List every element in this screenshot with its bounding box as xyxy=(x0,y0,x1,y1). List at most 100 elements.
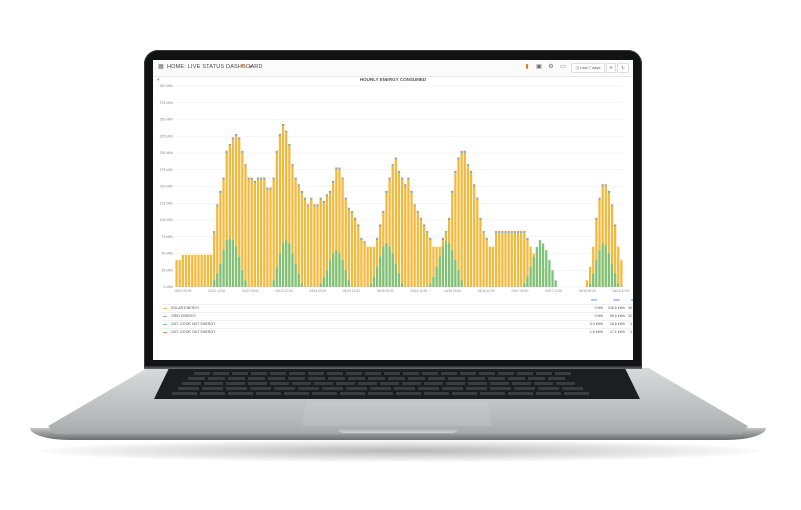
refresh-icon[interactable]: ↻ xyxy=(617,63,629,73)
solar-bar xyxy=(413,206,416,287)
x-tick-label: 04/13 00:00 xyxy=(242,289,259,293)
solar-bar xyxy=(607,193,611,287)
solar-bar xyxy=(476,199,479,287)
outdoor-not-bar xyxy=(266,188,269,190)
outdoor-out-bar xyxy=(241,150,244,152)
outdoor-out-bar xyxy=(397,170,401,172)
outdoor-out-bar xyxy=(310,197,313,199)
outdoor-not-bar xyxy=(595,218,598,220)
zoom-out-icon[interactable]: ⊖ xyxy=(606,63,616,73)
outdoor-not-bar xyxy=(510,232,513,234)
outdoor-out-bar xyxy=(332,180,335,182)
keyboard-key xyxy=(308,377,325,380)
outdoor-out-bar xyxy=(526,237,529,239)
grid-bar xyxy=(294,263,297,287)
solar-bar xyxy=(369,246,372,287)
keyboard-key xyxy=(442,387,463,390)
keyboard-key xyxy=(346,372,362,375)
keyboard-key xyxy=(370,387,391,390)
solar-bar xyxy=(225,153,228,287)
settings-icon[interactable]: ⚙ xyxy=(548,64,554,70)
outdoor-not-bar xyxy=(294,178,297,180)
trackpad[interactable] xyxy=(302,402,492,426)
outdoor-not-bar xyxy=(272,178,275,180)
solar-bar xyxy=(432,246,435,287)
save-icon[interactable]: ▣ xyxy=(536,64,542,70)
outdoor-not-bar xyxy=(507,232,510,234)
solar-bar xyxy=(338,169,341,287)
outdoor-not-bar xyxy=(297,185,300,187)
outdoor-not-bar xyxy=(404,185,407,187)
keyboard-key xyxy=(528,377,545,380)
y-tick-label: 250 kWh xyxy=(160,118,173,122)
solar-bar xyxy=(175,260,178,287)
outdoor-not-bar xyxy=(520,232,523,234)
grid-bar xyxy=(369,283,372,287)
grid-bar xyxy=(529,266,532,287)
legend-header-max[interactable]: max xyxy=(613,298,620,302)
outdoor-not-bar xyxy=(357,225,360,227)
legend-row[interactable]: OUT. DOOR NOT ENERGY 0.4 kWh 16.8 kWh 3.2 k… xyxy=(161,320,633,328)
time-range-picker[interactable]: ◷ Last 7 days xyxy=(571,63,605,73)
keyboard-key xyxy=(270,372,286,375)
outdoor-not-bar xyxy=(332,181,335,184)
keyboard-key xyxy=(536,392,561,395)
dashboard-title[interactable]: HOME: LIVE STATUS DASHBOARD xyxy=(167,64,263,70)
solar-bar xyxy=(241,153,244,287)
solar-bar xyxy=(319,199,322,287)
grid-icon[interactable]: ▦ xyxy=(158,64,164,70)
outdoor-out-bar xyxy=(313,204,316,206)
solar-bar xyxy=(269,189,272,287)
solar-bar xyxy=(244,166,247,287)
outdoor-not-bar xyxy=(328,192,332,194)
solar-bar xyxy=(610,206,614,287)
laptop-hinge xyxy=(144,366,642,369)
solar-bar xyxy=(388,179,391,287)
outdoor-not-bar xyxy=(344,198,347,200)
solar-bar xyxy=(394,159,397,287)
grid-bar xyxy=(588,283,592,287)
keyboard-key xyxy=(424,382,443,385)
share-icon[interactable]: ◂ xyxy=(248,64,252,70)
legend-header-avg[interactable]: avg xyxy=(631,298,633,302)
outdoor-out-bar xyxy=(523,231,526,233)
outdoor-out-bar xyxy=(410,191,413,192)
outdoor-out-bar xyxy=(407,177,410,179)
outdoor-out-bar xyxy=(460,150,463,152)
tv-icon[interactable]: ▭ xyxy=(560,64,566,70)
keyboard-key xyxy=(289,372,305,375)
outdoor-out-bar xyxy=(394,157,397,159)
grid-bar xyxy=(432,276,435,287)
outdoor-not-bar xyxy=(225,151,228,153)
solar-bar xyxy=(222,179,225,287)
outdoor-not-bar xyxy=(341,178,344,180)
outdoor-out-bar xyxy=(379,224,382,226)
solar-bar xyxy=(250,179,253,287)
grid-bar xyxy=(523,283,526,287)
outdoor-out-bar xyxy=(419,217,423,219)
outdoor-not-bar xyxy=(278,135,282,137)
keyboard-key xyxy=(384,372,400,375)
outdoor-not-bar xyxy=(394,158,397,160)
outdoor-not-bar xyxy=(307,205,310,207)
solar-bar xyxy=(466,166,470,287)
collapse-icon[interactable]: ▾ xyxy=(157,77,160,83)
outdoor-out-bar xyxy=(213,231,216,233)
x-tick-label: 04/17 12:00 xyxy=(545,289,562,293)
grid-bar xyxy=(438,256,441,287)
outdoor-not-bar xyxy=(338,168,341,170)
outdoor-out-bar xyxy=(385,191,388,192)
legend-row[interactable]: OUT. DOOR OUT ENERGY 1.6 kWh 17.1 kWh 3.2 k… xyxy=(161,328,633,336)
outdoor-not-bar xyxy=(466,165,470,167)
outdoor-not-bar xyxy=(253,181,257,184)
outdoor-not-bar xyxy=(216,205,219,207)
keyboard-key xyxy=(204,382,223,385)
grid-bar xyxy=(548,260,551,287)
legend-header-min[interactable]: min xyxy=(591,298,597,302)
y-tick-label: 175 kWh xyxy=(160,168,173,172)
add-panel-icon[interactable]: ▮ xyxy=(525,64,529,70)
solar-bar xyxy=(247,179,250,287)
star-icon[interactable]: ★ xyxy=(239,64,245,70)
